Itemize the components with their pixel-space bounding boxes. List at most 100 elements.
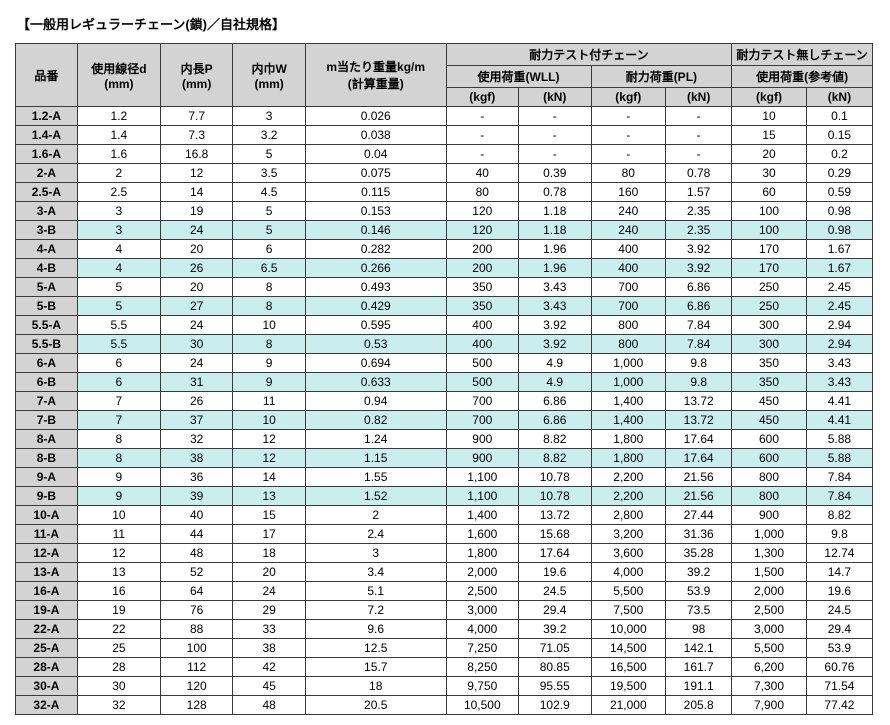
- cell: -: [519, 145, 591, 164]
- row-part-no: 5-A: [16, 278, 78, 297]
- row-part-no: 22-A: [16, 620, 78, 639]
- cell: 6: [77, 373, 160, 392]
- cell: 35.28: [666, 544, 732, 563]
- cell: 2.45: [806, 297, 872, 316]
- cell: 4.41: [806, 392, 872, 411]
- cell: -: [591, 107, 666, 126]
- cell: 2: [305, 506, 446, 525]
- row-part-no: 6-A: [16, 354, 78, 373]
- cell: 26: [160, 392, 232, 411]
- cell: 2.45: [806, 278, 872, 297]
- cell: 12: [160, 164, 232, 183]
- cell: 0.633: [305, 373, 446, 392]
- cell: -: [666, 107, 732, 126]
- cell: 13: [233, 487, 305, 506]
- table-head: 品番 使用線径d (mm) 内長P (mm) 内巾W (mm) m当たり重量kg…: [16, 44, 873, 107]
- cell: 2.35: [666, 221, 732, 240]
- unit-kn: (kN): [666, 88, 732, 107]
- cell: 10: [77, 506, 160, 525]
- cell: 73.5: [666, 601, 732, 620]
- cell: 0.98: [806, 202, 872, 221]
- cell: 2,000: [446, 563, 518, 582]
- cell: 120: [446, 221, 518, 240]
- cell: 2,800: [591, 506, 666, 525]
- col-inner-length: 内長P (mm): [160, 44, 232, 107]
- table-row: 5-A52080.4933503.437006.862502.45: [16, 278, 873, 297]
- cell: 2: [77, 164, 160, 183]
- cell: 15.7: [305, 658, 446, 677]
- table-row: 30-A3012045189,75095.5519,500191.17,3007…: [16, 677, 873, 696]
- cell: 1,400: [446, 506, 518, 525]
- cell: 5,500: [732, 639, 807, 658]
- cell: 900: [732, 506, 807, 525]
- col-part-no: 品番: [16, 44, 78, 107]
- cell: 32: [160, 430, 232, 449]
- table-row: 4-A42060.2822001.964003.921701.67: [16, 240, 873, 259]
- unit-kn: (kN): [806, 88, 872, 107]
- cell: 80: [591, 164, 666, 183]
- row-part-no: 12-A: [16, 544, 78, 563]
- cell: 15: [732, 126, 807, 145]
- cell: 40: [446, 164, 518, 183]
- cell: 0.15: [806, 126, 872, 145]
- cell: 21,000: [591, 696, 666, 715]
- cell: 7: [77, 392, 160, 411]
- table-row: 1.6-A1.616.850.04----200.2: [16, 145, 873, 164]
- row-part-no: 2.5-A: [16, 183, 78, 202]
- cell: 3: [233, 107, 305, 126]
- cell: 9.8: [806, 525, 872, 544]
- cell: 1.18: [519, 202, 591, 221]
- row-part-no: 25-A: [16, 639, 78, 658]
- cell: 5.5: [77, 316, 160, 335]
- cell: 8: [77, 449, 160, 468]
- cell: 10: [732, 107, 807, 126]
- cell: 0.595: [305, 316, 446, 335]
- cell: 0.04: [305, 145, 446, 164]
- table-title: 【一般用レギュラーチェーン(鎖)／自社規格】: [17, 14, 875, 33]
- cell: 53.9: [666, 582, 732, 601]
- cell: 60.76: [806, 658, 872, 677]
- cell: 2.35: [666, 202, 732, 221]
- cell: 5: [233, 202, 305, 221]
- table-row: 32-A321284820.510,500102.921,000205.87,9…: [16, 696, 873, 715]
- cell: 3: [77, 202, 160, 221]
- cell: 80.85: [519, 658, 591, 677]
- cell: 30: [160, 335, 232, 354]
- cell: 100: [160, 639, 232, 658]
- cell: 5.5: [77, 335, 160, 354]
- cell: 11: [233, 392, 305, 411]
- cell: 7.84: [666, 316, 732, 335]
- cell: 38: [160, 449, 232, 468]
- cell: 13.72: [519, 506, 591, 525]
- cell: 60: [732, 183, 807, 202]
- cell: 0.694: [305, 354, 446, 373]
- unit-kgf: (kgf): [591, 88, 666, 107]
- table-row: 1.2-A1.27.730.026----100.1: [16, 107, 873, 126]
- cell: 3.92: [519, 316, 591, 335]
- table-row: 9-A936141.551,10010.782,20021.568007.84: [16, 468, 873, 487]
- cell: 40: [160, 506, 232, 525]
- col-wire-dia: 使用線径d (mm): [77, 44, 160, 107]
- cell: 0.153: [305, 202, 446, 221]
- cell: 3.92: [666, 240, 732, 259]
- cell: 29.4: [519, 601, 591, 620]
- table-row: 10-A10401521,40013.722,80027.449008.82: [16, 506, 873, 525]
- cell: 1.52: [305, 487, 446, 506]
- cell: 4: [77, 240, 160, 259]
- cell: 9,750: [446, 677, 518, 696]
- cell: 19.6: [806, 582, 872, 601]
- table-row: 6-B63190.6335004.91,0009.83503.43: [16, 373, 873, 392]
- table-row: 8-A832121.249008.821,80017.646005.88: [16, 430, 873, 449]
- cell: 0.29: [806, 164, 872, 183]
- cell: 200: [446, 259, 518, 278]
- cell: 7,900: [732, 696, 807, 715]
- cell: 4.9: [519, 354, 591, 373]
- row-part-no: 5.5-B: [16, 335, 78, 354]
- cell: 13: [77, 563, 160, 582]
- cell: 24: [233, 582, 305, 601]
- cell: 8.82: [519, 430, 591, 449]
- cell: 19,500: [591, 677, 666, 696]
- cell: 5: [77, 278, 160, 297]
- cell: 10: [233, 316, 305, 335]
- cell: 205.8: [666, 696, 732, 715]
